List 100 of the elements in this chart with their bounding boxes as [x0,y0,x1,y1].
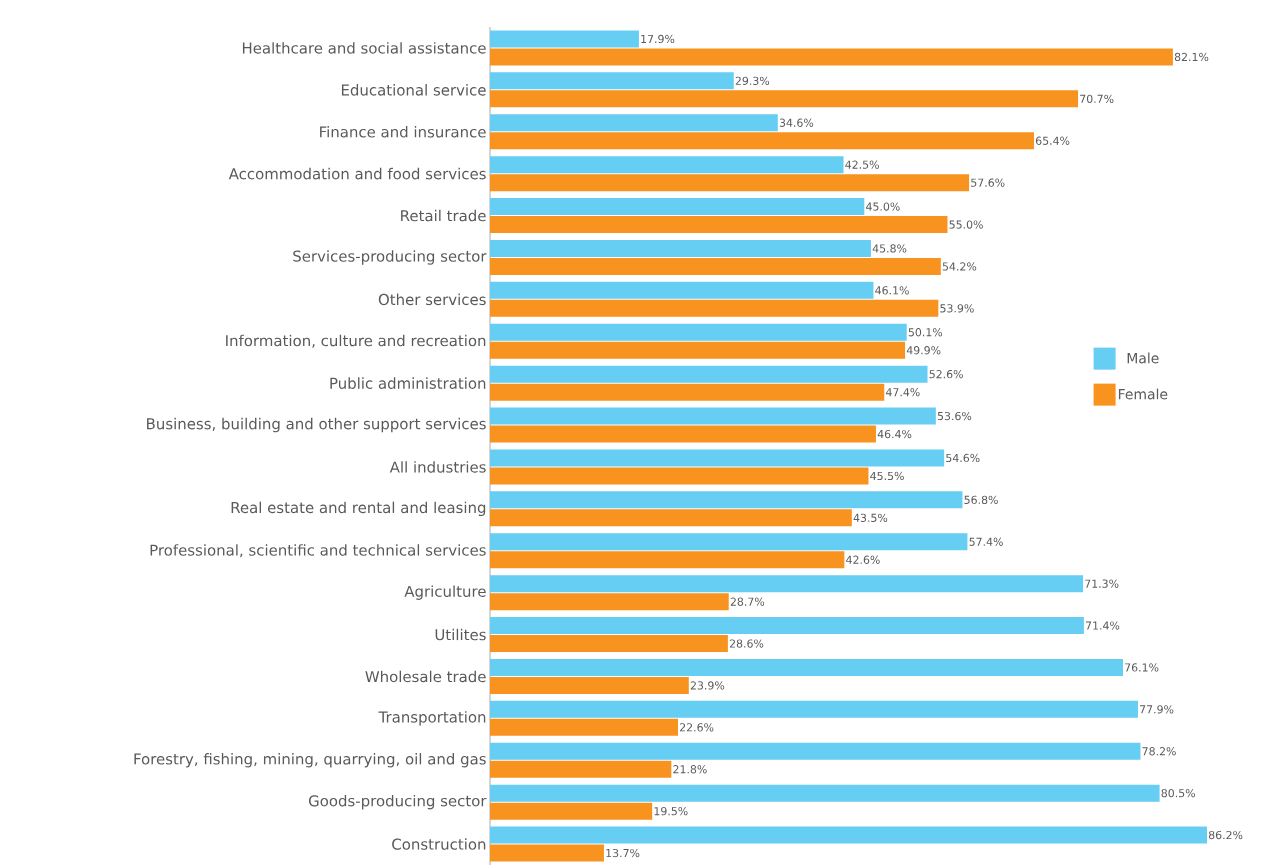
bar [490,365,928,383]
data-label: 45.8% [872,244,907,253]
bar [490,72,734,90]
data-label: 71.4% [1086,621,1120,630]
y-tick-label: Finance and insurance [320,126,486,138]
data-label: 23.9% [690,681,725,690]
bar [490,174,970,192]
data-label: 50.1% [908,328,943,337]
bar [490,533,968,551]
data-label: 55.0% [949,220,983,229]
bar [490,132,1034,150]
data-label: 46.1% [875,286,909,295]
y-tick-label: Utilites [435,628,486,641]
y-tick-label: Other services [378,293,486,306]
data-label: 52.6% [929,370,963,379]
y-tick-label: Business, building and other support services [147,417,486,433]
y-tick-label: Public administration [330,377,486,390]
y-tick-label: Retail trade [401,209,486,222]
bar [490,760,672,778]
bar [490,114,778,132]
data-label: 82.1% [1174,52,1209,62]
data-label: 76.1% [1125,663,1159,672]
data-label: 57.6% [971,178,1005,187]
data-label: 43.5% [853,513,888,523]
bar [490,551,845,569]
data-label: 46.4% [877,430,912,439]
bar [490,802,653,820]
bar [490,48,1173,66]
bar [490,30,639,48]
data-label: 19.5% [654,807,688,816]
y-tick-label: Forestry, fishing, mining, quarrying, oil and gas [134,753,486,768]
data-label: 42.5% [845,160,879,169]
y-tick-label: All industries [389,461,486,473]
legend-label: Female [1118,388,1168,400]
bar [490,742,1141,760]
data-label: 65.4% [1035,136,1070,146]
data-label: 86.2% [1208,831,1243,840]
bar [490,844,604,862]
y-tick-label: Information, culture and recreation [226,334,486,348]
bar [490,281,874,299]
y-tick-label: Construction [392,838,486,850]
bar [490,467,869,485]
data-label: 21.8% [673,765,707,774]
data-label: 28.6% [729,639,764,648]
data-label: 80.5% [1161,789,1195,798]
bar [490,617,1084,635]
bar [490,449,945,467]
data-label: 47.4% [885,388,920,397]
data-label: 56.8% [964,495,998,505]
y-tick-label: Healthcare and social assistance [242,42,486,54]
data-label: 57.4% [969,537,1003,547]
data-label: 53.9% [940,304,974,313]
bar [490,784,1160,802]
bar [490,575,1084,593]
data-label: 29.3% [735,76,770,86]
y-tick-label: Services-producing sector [293,250,487,265]
data-label: 34.6% [779,118,814,128]
bar [490,425,876,443]
y-tick-label: Professional, scientific and technical services [150,544,486,558]
bar [490,240,871,258]
bar [490,491,963,509]
data-label: 28.7% [730,597,765,606]
data-label: 49.9% [906,346,941,355]
y-tick-label: Agriculture [404,585,486,600]
data-label: 45.5% [870,471,904,481]
bar [490,677,689,695]
y-tick-label: Transportation [378,711,486,726]
bar [490,198,865,216]
bar [490,407,936,425]
legend-label: Male [1127,352,1159,364]
bar [490,635,728,653]
bar [490,258,941,276]
data-label: 71.3% [1085,579,1119,588]
bar [490,323,907,341]
y-tick-label: Wholesale trade [365,670,486,683]
bar [490,509,852,527]
y-tick-label: Real estate and rental and leasing [231,501,486,517]
y-tick-label: Goods-producing sector [308,795,487,810]
bar [490,593,729,611]
data-label: 45.0% [866,202,900,211]
data-label: 42.6% [846,555,880,565]
bar [490,718,678,736]
bar [490,90,1079,108]
data-label: 70.7% [1080,94,1114,104]
bar [490,216,948,234]
bar [490,383,885,401]
y-tick-label: Educational service [341,84,486,96]
data-label: 17.9% [641,34,675,44]
bar [490,826,1207,844]
data-label: 54.6% [946,453,980,463]
bar [490,156,844,174]
y-tick-label: Accommodation and food services [228,168,486,180]
data-label: 54.2% [942,262,977,271]
bar [490,700,1138,718]
bar [490,659,1123,677]
bar [490,341,906,359]
data-label: 13.7% [606,849,640,858]
data-label: 78.2% [1142,747,1176,756]
data-label: 22.6% [679,723,714,732]
data-label: 53.6% [937,412,972,421]
